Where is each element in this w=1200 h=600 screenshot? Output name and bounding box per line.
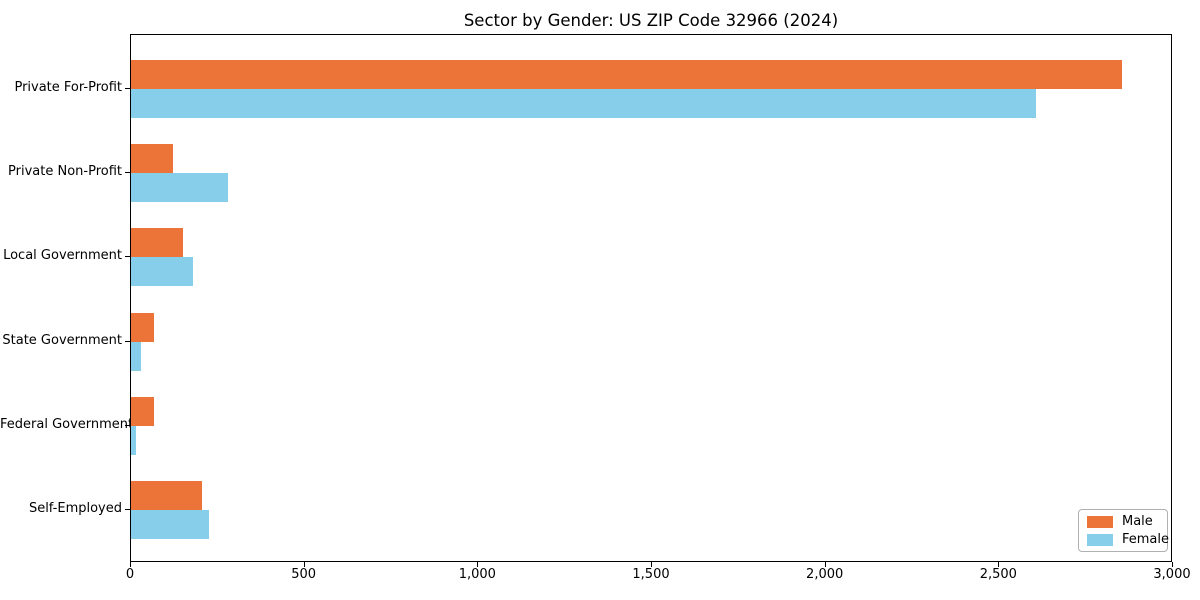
x-tick [998,562,1000,567]
bar-female-local-government [131,257,194,287]
bar-male-federal-government [131,396,154,426]
y-axis: Private For-Profit Private Non-Profit Loca… [0,34,134,562]
legend-item-male: Male [1087,515,1159,528]
bar-male-local-government [131,228,183,258]
bar-female-federal-government [131,425,137,455]
x-tick [477,562,479,567]
x-tick [130,562,131,567]
y-tick [125,88,130,89]
x-tick-label-2-000: 2,000 [806,567,844,582]
x-tick-label-3-000: 3,000 [1153,567,1191,582]
legend-label-male: Male [1122,514,1153,529]
y-tick [125,256,130,258]
x-tick-label-500: 500 [291,567,317,582]
legend: Male Female [1078,509,1169,552]
y-tick [125,424,130,426]
y-label-self-employed: Self-Employed [28,501,122,516]
y-tick [125,172,130,174]
y-tick [125,340,130,342]
legend-swatch-male [1087,515,1113,528]
legend-item-female: Female [1087,533,1169,546]
x-tick-label-1-500: 1,500 [632,567,670,582]
bar-female-private-for-profit [131,89,1036,118]
bar-female-state-government [131,341,142,371]
bar-male-private-for-profit [131,60,1123,89]
x-tick [651,562,652,567]
y-label-state-government: State Government [2,332,122,348]
chart-title: Sector by Gender: US ZIP Code 32966 (202… [463,11,839,30]
x-tick [303,562,305,567]
x-tick-label-0: 0 [125,567,135,582]
bar-male-self-employed [131,481,203,510]
bar-female-self-employed [131,510,209,539]
y-label-federal-government: Federal Government [0,416,134,432]
bar-male-private-non-profit [131,144,173,174]
plot-area [130,34,1172,562]
legend-label-female: Female [1122,532,1170,547]
legend-swatch-female [1087,533,1113,546]
y-label-local-government: Local Government [3,248,122,264]
bar-male-state-government [131,312,154,342]
x-tick-label-1-000: 1,000 [458,567,496,582]
x-tick [824,562,826,567]
bar-female-private-non-profit [131,173,229,203]
y-tick [125,509,130,510]
x-tick-label-2-500: 2,500 [979,567,1017,582]
y-label-private-for-profit: Private For-Profit [14,80,122,95]
x-tick [1172,562,1173,567]
y-label-private-non-profit: Private Non-Profit [8,164,122,180]
